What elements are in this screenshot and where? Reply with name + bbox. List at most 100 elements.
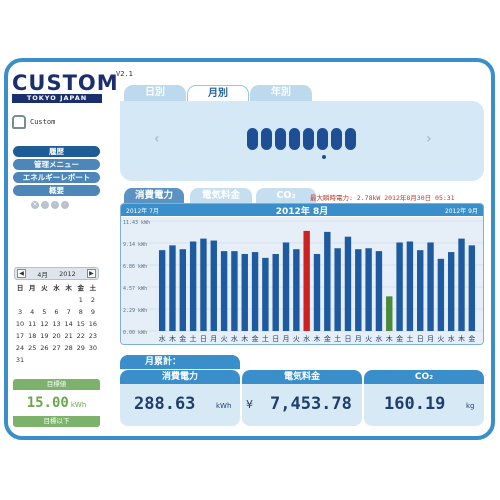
calendar-day[interactable]: 16 [88,320,98,328]
settings-icon[interactable]: · [41,201,49,209]
x-tick-label: 月 [355,335,362,343]
menu-overview-button[interactable]: 概要 [13,185,100,196]
chart-bar[interactable] [375,251,383,331]
tab-daily[interactable]: 日別 [124,85,186,101]
chart-bar[interactable] [427,242,434,331]
chart-bar[interactable] [293,249,300,331]
chart-bar[interactable] [231,251,238,331]
calendar-day[interactable]: 9 [90,308,95,316]
next-month-icon[interactable]: ▶ [86,269,96,278]
tab-monthly[interactable]: 月別 [187,85,249,101]
calendar-day[interactable]: 24 [15,344,25,352]
chart-bar[interactable] [355,249,362,331]
chart-bar[interactable] [324,231,331,331]
period-selector: ‹ › [120,101,484,181]
calendar-day[interactable]: 18 [28,332,37,340]
month-carousel[interactable] [247,128,356,150]
user-info: Custom [12,115,55,129]
chart-bar[interactable] [344,236,352,331]
chart-bar[interactable] [262,257,269,331]
target-label: 目標値 [13,379,100,390]
calendar-day[interactable]: 5 [42,308,47,316]
calendar-day[interactable]: 2 [90,296,95,304]
calendar-day[interactable]: 4 [30,308,35,316]
calendar-day[interactable]: 19 [40,332,49,340]
x-tick-label: 木 [458,334,465,343]
x-tick-label: 木 [386,334,393,343]
chart-bar[interactable] [396,242,403,331]
chart-bar[interactable] [169,245,176,331]
close-icon[interactable]: × [31,201,39,209]
calendar-day[interactable]: 13 [52,320,61,328]
calendar-day[interactable]: 14 [64,320,73,328]
chart-bar[interactable] [210,240,217,331]
calendar-day[interactable]: 8 [78,308,83,316]
chart-bar[interactable] [365,248,372,331]
chart-bar[interactable] [447,252,455,331]
chart-bar[interactable] [386,296,393,331]
monthly-total-title: 月累計： [120,355,240,369]
calendar-day[interactable]: 28 [64,344,73,352]
calendar-day[interactable]: 7 [66,308,71,316]
chart-bar[interactable] [220,251,228,331]
menu-energy-report-button[interactable]: エネルギーレポート [13,172,100,183]
calendar-day[interactable]: 12 [40,320,49,328]
chart-bar[interactable] [158,250,166,331]
chevron-left-icon[interactable]: ‹ [154,131,160,147]
x-tick-label: 土 [406,334,413,343]
tab-power[interactable]: 消費電力 [124,188,184,203]
menu-icon-row: × · · · [31,201,69,209]
chart-bar[interactable] [468,245,476,331]
chart-bar[interactable] [200,238,207,331]
chart-bar[interactable] [437,258,445,331]
menu-history-button[interactable]: 履歴 [13,146,100,157]
calendar-day[interactable]: 6 [54,308,59,316]
next-month-link[interactable]: 2012年 9月 [444,207,478,215]
monthly-cost-card: 電気料金 ¥ 7,453.78 [242,370,362,426]
chart-bar[interactable] [189,241,197,331]
calendar-day[interactable]: 10 [15,320,25,328]
chart-bar[interactable] [179,249,187,331]
x-tick-label: 水 [231,334,238,343]
calendar-day[interactable]: 11 [28,320,37,328]
calendar-day[interactable]: 15 [76,320,85,328]
info-icon[interactable]: · [51,201,59,209]
mini-calendar: ◀ 4月 2012 ▶ 日月火水木金土 1 2 3 4 5 6 7 8 9 10 11 12 13 14 15… [14,267,99,364]
calendar-day[interactable]: 26 [40,344,49,352]
tab-yearly[interactable]: 年別 [250,85,312,101]
chart-bar[interactable] [251,252,259,331]
tab-co2[interactable]: CO₂ [256,188,316,203]
calendar-day[interactable]: 17 [15,332,25,340]
chart-bar[interactable] [458,238,465,331]
calendar-day[interactable]: 21 [64,332,73,340]
target-box: 目標値 15.00 kWh 目標以下 [13,379,100,428]
calendar-day[interactable]: 20 [52,332,61,340]
menu-admin-button[interactable]: 管理メニュー [13,159,100,170]
tab-cost[interactable]: 電気料金 [190,188,252,203]
chart-bar[interactable] [313,254,321,331]
calendar-day[interactable]: 3 [18,308,23,316]
chart-bar[interactable] [241,254,248,331]
calendar-day[interactable]: 22 [76,332,85,340]
x-tick-label: 火 [365,335,372,343]
calendar-day[interactable]: 30 [88,344,98,352]
calendar-day[interactable]: 29 [76,344,85,352]
chart-bar[interactable] [282,242,290,331]
calendar-day[interactable]: 1 [78,296,83,304]
chart-bar[interactable] [272,254,279,331]
calendar-day[interactable]: 27 [52,344,61,352]
x-tick-label: 水 [303,334,310,343]
help-icon[interactable]: · [61,201,69,209]
chart-title: 2012年 8月 [275,206,329,217]
chevron-right-icon[interactable]: › [426,131,432,147]
x-tick-label: 火 [293,335,300,343]
calendar-day[interactable]: 25 [28,344,37,352]
calendar-day[interactable]: 31 [15,356,25,364]
chart-bar[interactable] [406,241,414,331]
calendar-day[interactable]: 23 [88,332,98,340]
chart-bar[interactable] [334,248,341,331]
prev-month-link[interactable]: 2012年 7月 [126,207,159,215]
chart-bar[interactable] [417,250,424,331]
chart-bar[interactable] [303,230,310,331]
prev-month-icon[interactable]: ◀ [17,269,26,278]
